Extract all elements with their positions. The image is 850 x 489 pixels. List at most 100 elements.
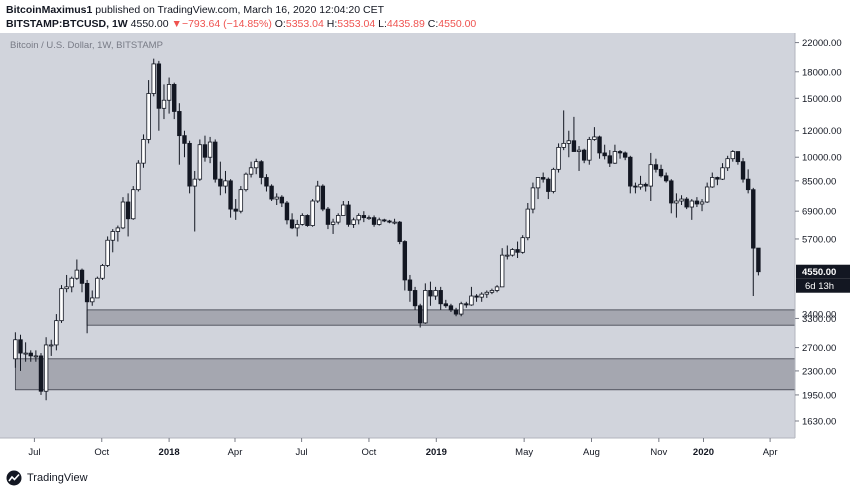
candle-body	[248, 167, 254, 175]
candle-body	[402, 241, 408, 281]
candle-body	[330, 221, 336, 225]
candle-body	[84, 282, 90, 303]
last-price-tag	[796, 264, 850, 279]
candle-body	[351, 219, 356, 225]
candle-body	[310, 200, 315, 226]
x-tick-label: Jul	[28, 447, 40, 458]
candle-body	[540, 177, 546, 180]
candle-body	[356, 215, 361, 221]
candle-body	[131, 189, 136, 220]
candle-body	[576, 149, 582, 152]
candle-body	[156, 63, 162, 109]
x-axis-panel	[0, 438, 850, 467]
candle-body	[300, 215, 305, 225]
candle-body	[710, 177, 715, 188]
candle-body	[284, 202, 290, 221]
candle-body	[18, 339, 23, 354]
candle-body	[177, 111, 182, 137]
candle-body	[597, 136, 602, 154]
candle-body	[612, 151, 618, 164]
countdown-tag	[796, 278, 850, 293]
y-tick-label: 5700.00	[802, 234, 836, 245]
last-price: 4550.00	[130, 18, 169, 30]
y-tick-label: 12000.00	[802, 126, 842, 137]
candle-body	[438, 290, 443, 305]
candle-body	[192, 178, 197, 187]
candle-body	[669, 180, 674, 204]
candle-body	[49, 344, 54, 347]
candle-body	[269, 185, 274, 200]
y-tick-label: 2700.00	[802, 343, 836, 354]
candle-body	[587, 139, 592, 161]
candle-body	[412, 290, 418, 307]
candle-body	[515, 249, 520, 253]
low-value: 4435.89	[386, 18, 425, 30]
candle-body	[315, 185, 320, 202]
candle-body	[371, 217, 377, 225]
tradingview-logo-icon[interactable]	[6, 470, 22, 486]
price-chart[interactable]: Bitcoin / U.S. Dollar, 1W, BITSTAMP 22000…	[0, 33, 850, 467]
candle-body	[54, 320, 59, 346]
candle-body	[428, 290, 433, 297]
low-label: L:	[378, 18, 387, 30]
candle-body	[474, 295, 479, 298]
candle-body	[166, 84, 172, 101]
candle-body	[213, 141, 218, 180]
candle-body	[228, 180, 233, 210]
candle-body	[551, 168, 556, 192]
candle-body	[274, 196, 279, 200]
candle-body	[510, 249, 515, 256]
last-price-label: 4550.00	[802, 267, 836, 278]
countdown-label: 6d 13h	[805, 281, 834, 292]
candle-body	[125, 201, 131, 220]
candle-body	[499, 254, 505, 288]
y-axis-panel	[795, 33, 850, 467]
candle-body	[699, 201, 705, 205]
candle-body	[95, 277, 100, 299]
candle-body	[592, 136, 597, 140]
candle-body	[464, 303, 469, 306]
candle-body	[745, 178, 751, 191]
candle-body	[13, 339, 18, 360]
support-zone	[86, 309, 796, 326]
candle-body	[105, 239, 110, 266]
candle-body	[218, 178, 223, 187]
chart-title: Bitcoin / U.S. Dollar, 1W, BITSTAMP	[10, 40, 163, 51]
candle-body	[161, 99, 167, 109]
y-tick-label: 6900.00	[802, 207, 836, 218]
candle-body	[197, 144, 203, 180]
candle-body	[33, 355, 39, 358]
candle-body	[489, 290, 495, 293]
candle-body	[617, 151, 623, 154]
candle-body	[689, 200, 694, 208]
candle-body	[336, 215, 341, 223]
close-label: C:	[427, 18, 439, 30]
candle-body	[361, 215, 367, 219]
brand-name[interactable]: TradingView	[27, 472, 88, 484]
high-value: 5353.04	[337, 18, 376, 30]
candle-body	[187, 142, 192, 187]
candle-body	[484, 291, 490, 295]
candle-body	[479, 293, 484, 298]
candle-body	[233, 208, 238, 212]
candle-body	[305, 215, 310, 226]
change-arrow-icon: ▼	[171, 18, 182, 30]
author-name[interactable]: BitcoinMaximus1	[6, 4, 93, 16]
candle-body	[382, 219, 387, 222]
candle-body	[64, 286, 69, 290]
x-tick-label: Apr	[763, 447, 778, 458]
candle-body	[346, 204, 351, 225]
x-tick-label: 2018	[159, 447, 180, 458]
x-tick-label: Aug	[583, 447, 600, 458]
candle-body	[535, 177, 541, 189]
x-tick-label: May	[515, 447, 533, 458]
candle-body	[663, 175, 669, 182]
high-label: H:	[326, 18, 338, 30]
candle-body	[28, 352, 33, 357]
candle-body	[207, 141, 213, 158]
candle-body	[725, 158, 730, 169]
candle-body	[325, 208, 331, 225]
candle-body	[182, 135, 187, 144]
candle-body	[74, 269, 80, 279]
candle-body	[643, 183, 648, 187]
